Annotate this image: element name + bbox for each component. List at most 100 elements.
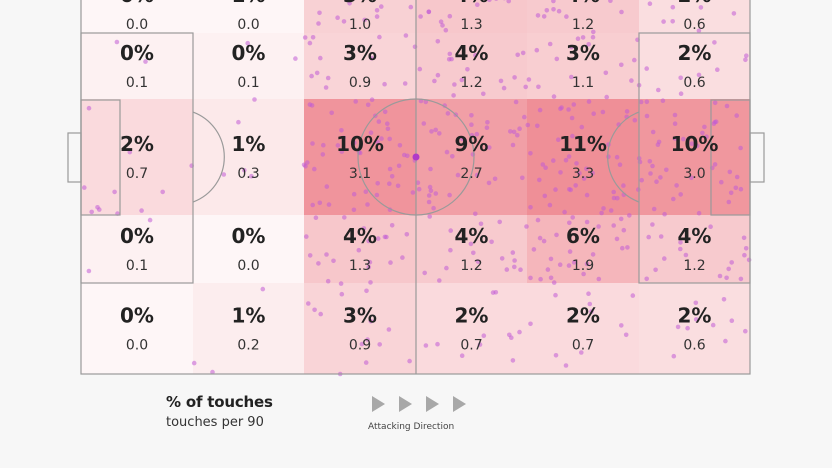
touch-point [416, 186, 422, 192]
touch-point [517, 329, 522, 335]
touch-point [317, 200, 323, 206]
touch-point [558, 170, 563, 175]
touch-point [307, 40, 313, 46]
cell-pct-label: 3% [343, 41, 377, 65]
touch-point [160, 189, 165, 195]
touch-point [469, 122, 474, 127]
touch-point [671, 196, 676, 202]
touch-point [498, 78, 504, 84]
touch-point [672, 112, 678, 118]
cell-per90-label: 0.7 [572, 338, 594, 354]
heat-cell [81, 215, 193, 283]
cell-pct-label: 10% [671, 132, 719, 156]
touch-point [474, 172, 480, 178]
heat-cell [639, 215, 750, 283]
touch-point [619, 323, 624, 328]
touch-point [726, 266, 731, 272]
touch-point [86, 105, 92, 111]
touch-point [621, 227, 627, 233]
touch-point [473, 211, 478, 217]
touch-point [435, 39, 441, 44]
touch-point [650, 129, 656, 135]
touch-point [678, 75, 683, 81]
touch-point [586, 42, 591, 47]
direction-label: Attacking Direction [368, 422, 455, 432]
touch-point [477, 342, 483, 347]
touch-point [700, 130, 705, 136]
touch-point [377, 342, 383, 347]
touch-point [702, 124, 707, 130]
center-spot [412, 153, 420, 161]
touch-point [385, 121, 390, 126]
touch-point [339, 128, 344, 133]
touch-point [324, 252, 329, 257]
heat-cell [416, 283, 527, 374]
touch-point [312, 166, 317, 172]
touch-point [320, 152, 326, 157]
touch-point [543, 165, 548, 170]
touch-point [342, 215, 347, 220]
touch-point [712, 100, 718, 106]
heat-cell [193, 283, 304, 374]
touch-point [579, 350, 584, 355]
touch-point [431, 205, 436, 211]
touch-point [305, 160, 310, 165]
touch-point [486, 180, 492, 186]
touch-point [396, 163, 402, 169]
touch-point [696, 72, 702, 78]
touch-point [712, 162, 718, 167]
touch-point [743, 57, 748, 63]
cell-pct-label: 6% [566, 224, 600, 248]
cell-per90-label: 1.2 [683, 258, 705, 274]
touch-point [366, 238, 371, 244]
heat-cell [193, 0, 304, 33]
cell-pct-label: 4% [566, 0, 600, 7]
touch-point [487, 145, 492, 150]
touch-point [236, 119, 241, 125]
touch-point [568, 187, 573, 193]
touch-point [638, 99, 644, 105]
touch-point [619, 9, 624, 15]
cell-per90-label: 0.2 [237, 338, 259, 354]
touch-point [575, 36, 581, 41]
touch-point [528, 151, 533, 156]
touch-point [471, 250, 476, 256]
cell-per90-label: 1.3 [460, 17, 482, 33]
touch-point [506, 0, 511, 4]
touch-point [147, 217, 153, 223]
touch-point [513, 99, 519, 105]
cell-per90-label: 0.1 [126, 75, 148, 91]
touch-point [678, 240, 683, 245]
touch-point [611, 189, 616, 195]
touch-point [510, 250, 516, 255]
cell-per90-label: 0.9 [349, 75, 371, 91]
legend: % of touches touches per 90 [166, 393, 273, 430]
touch-point [312, 307, 317, 313]
touch-point [562, 209, 567, 215]
touch-point [708, 224, 713, 229]
touch-point [734, 174, 740, 180]
touch-point [307, 253, 313, 258]
touch-point [685, 325, 690, 331]
touch-point [712, 40, 717, 45]
touch-point [361, 226, 367, 231]
touch-point [387, 181, 392, 186]
touch-point [551, 280, 557, 285]
touch-point [548, 275, 554, 281]
touch-point [715, 67, 720, 72]
touch-point [451, 93, 456, 98]
touch-point [387, 136, 393, 142]
touch-point [569, 74, 574, 80]
cell-per90-label: 0.1 [126, 258, 148, 274]
touch-point [365, 202, 370, 207]
touch-point [554, 56, 560, 62]
heat-cell [639, 283, 750, 374]
touch-point [385, 126, 391, 132]
heat-cell [304, 33, 416, 99]
touch-point [636, 187, 641, 192]
cell-per90-label: 0.0 [126, 338, 148, 354]
touch-point [422, 270, 428, 276]
touch-point [443, 27, 449, 33]
touch-point [741, 235, 747, 241]
touch-point [567, 249, 573, 254]
